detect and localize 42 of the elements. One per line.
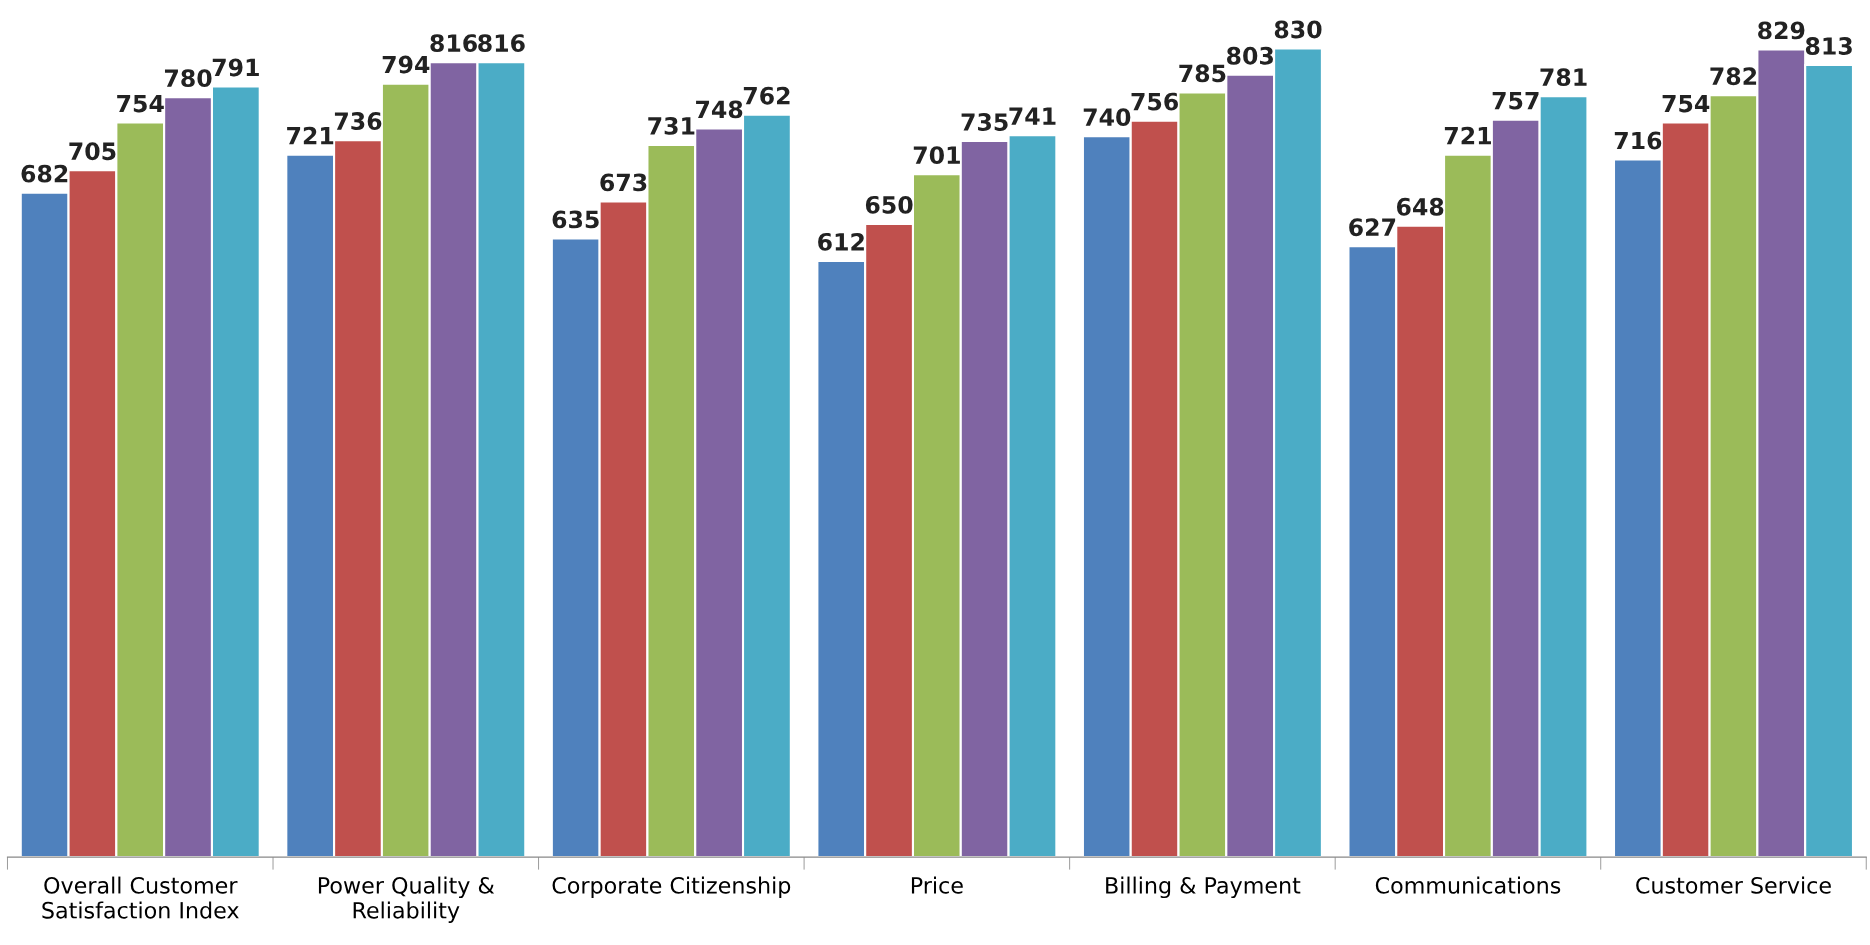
data-label: 754 [1662, 94, 1710, 113]
data-label: 813 [1805, 37, 1852, 55]
data-label: 782 [1710, 67, 1757, 86]
data-label: 829 [1758, 21, 1805, 40]
data-label: 754 [117, 94, 164, 113]
x-tick-label: Customer Service [1636, 876, 1831, 894]
data-label: 830 [1274, 20, 1322, 39]
data-label: 736 [334, 112, 382, 130]
data-label: 716 [1614, 131, 1662, 150]
data-label: 682 [21, 164, 68, 183]
data-label: 673 [600, 173, 647, 192]
data-label: 627 [1349, 218, 1396, 237]
x-tick-label: Overall Customer Satisfaction Index [42, 876, 239, 919]
data-label: 740 [1083, 108, 1131, 127]
data-label: 721 [287, 126, 334, 145]
data-label: 705 [69, 142, 116, 161]
x-tick-label: Power Quality & Reliability [318, 876, 495, 923]
x-tick-label: Billing & Payment [1106, 876, 1301, 899]
data-label: 701 [913, 146, 960, 165]
data-label: 635 [552, 210, 599, 229]
data-label: 756 [1131, 92, 1178, 111]
x-tick-label: Communications [1375, 876, 1561, 894]
data-label: 648 [1396, 197, 1444, 216]
data-label: 791 [212, 58, 259, 77]
data-label: 816 [430, 34, 477, 53]
data-label: 794 [382, 55, 430, 74]
data-label: 612 [818, 232, 864, 251]
x-tick-label: Corporate Citizenship [552, 876, 791, 899]
data-label: 741 [1009, 107, 1056, 125]
data-label: 785 [1179, 64, 1226, 83]
data-label: 780 [164, 69, 212, 88]
data-label: 731 [648, 116, 695, 135]
data-label: 816 [478, 34, 525, 53]
data-label: 748 [696, 100, 743, 119]
data-label: 735 [961, 113, 1008, 131]
data-label: 803 [1227, 46, 1273, 65]
data-label: 762 [743, 86, 790, 105]
x-tick-label: Price [911, 876, 963, 894]
data-label: 781 [1540, 68, 1587, 87]
data-label: 757 [1492, 91, 1539, 110]
data-label: 650 [865, 195, 913, 214]
data-label: 721 [1444, 126, 1491, 145]
